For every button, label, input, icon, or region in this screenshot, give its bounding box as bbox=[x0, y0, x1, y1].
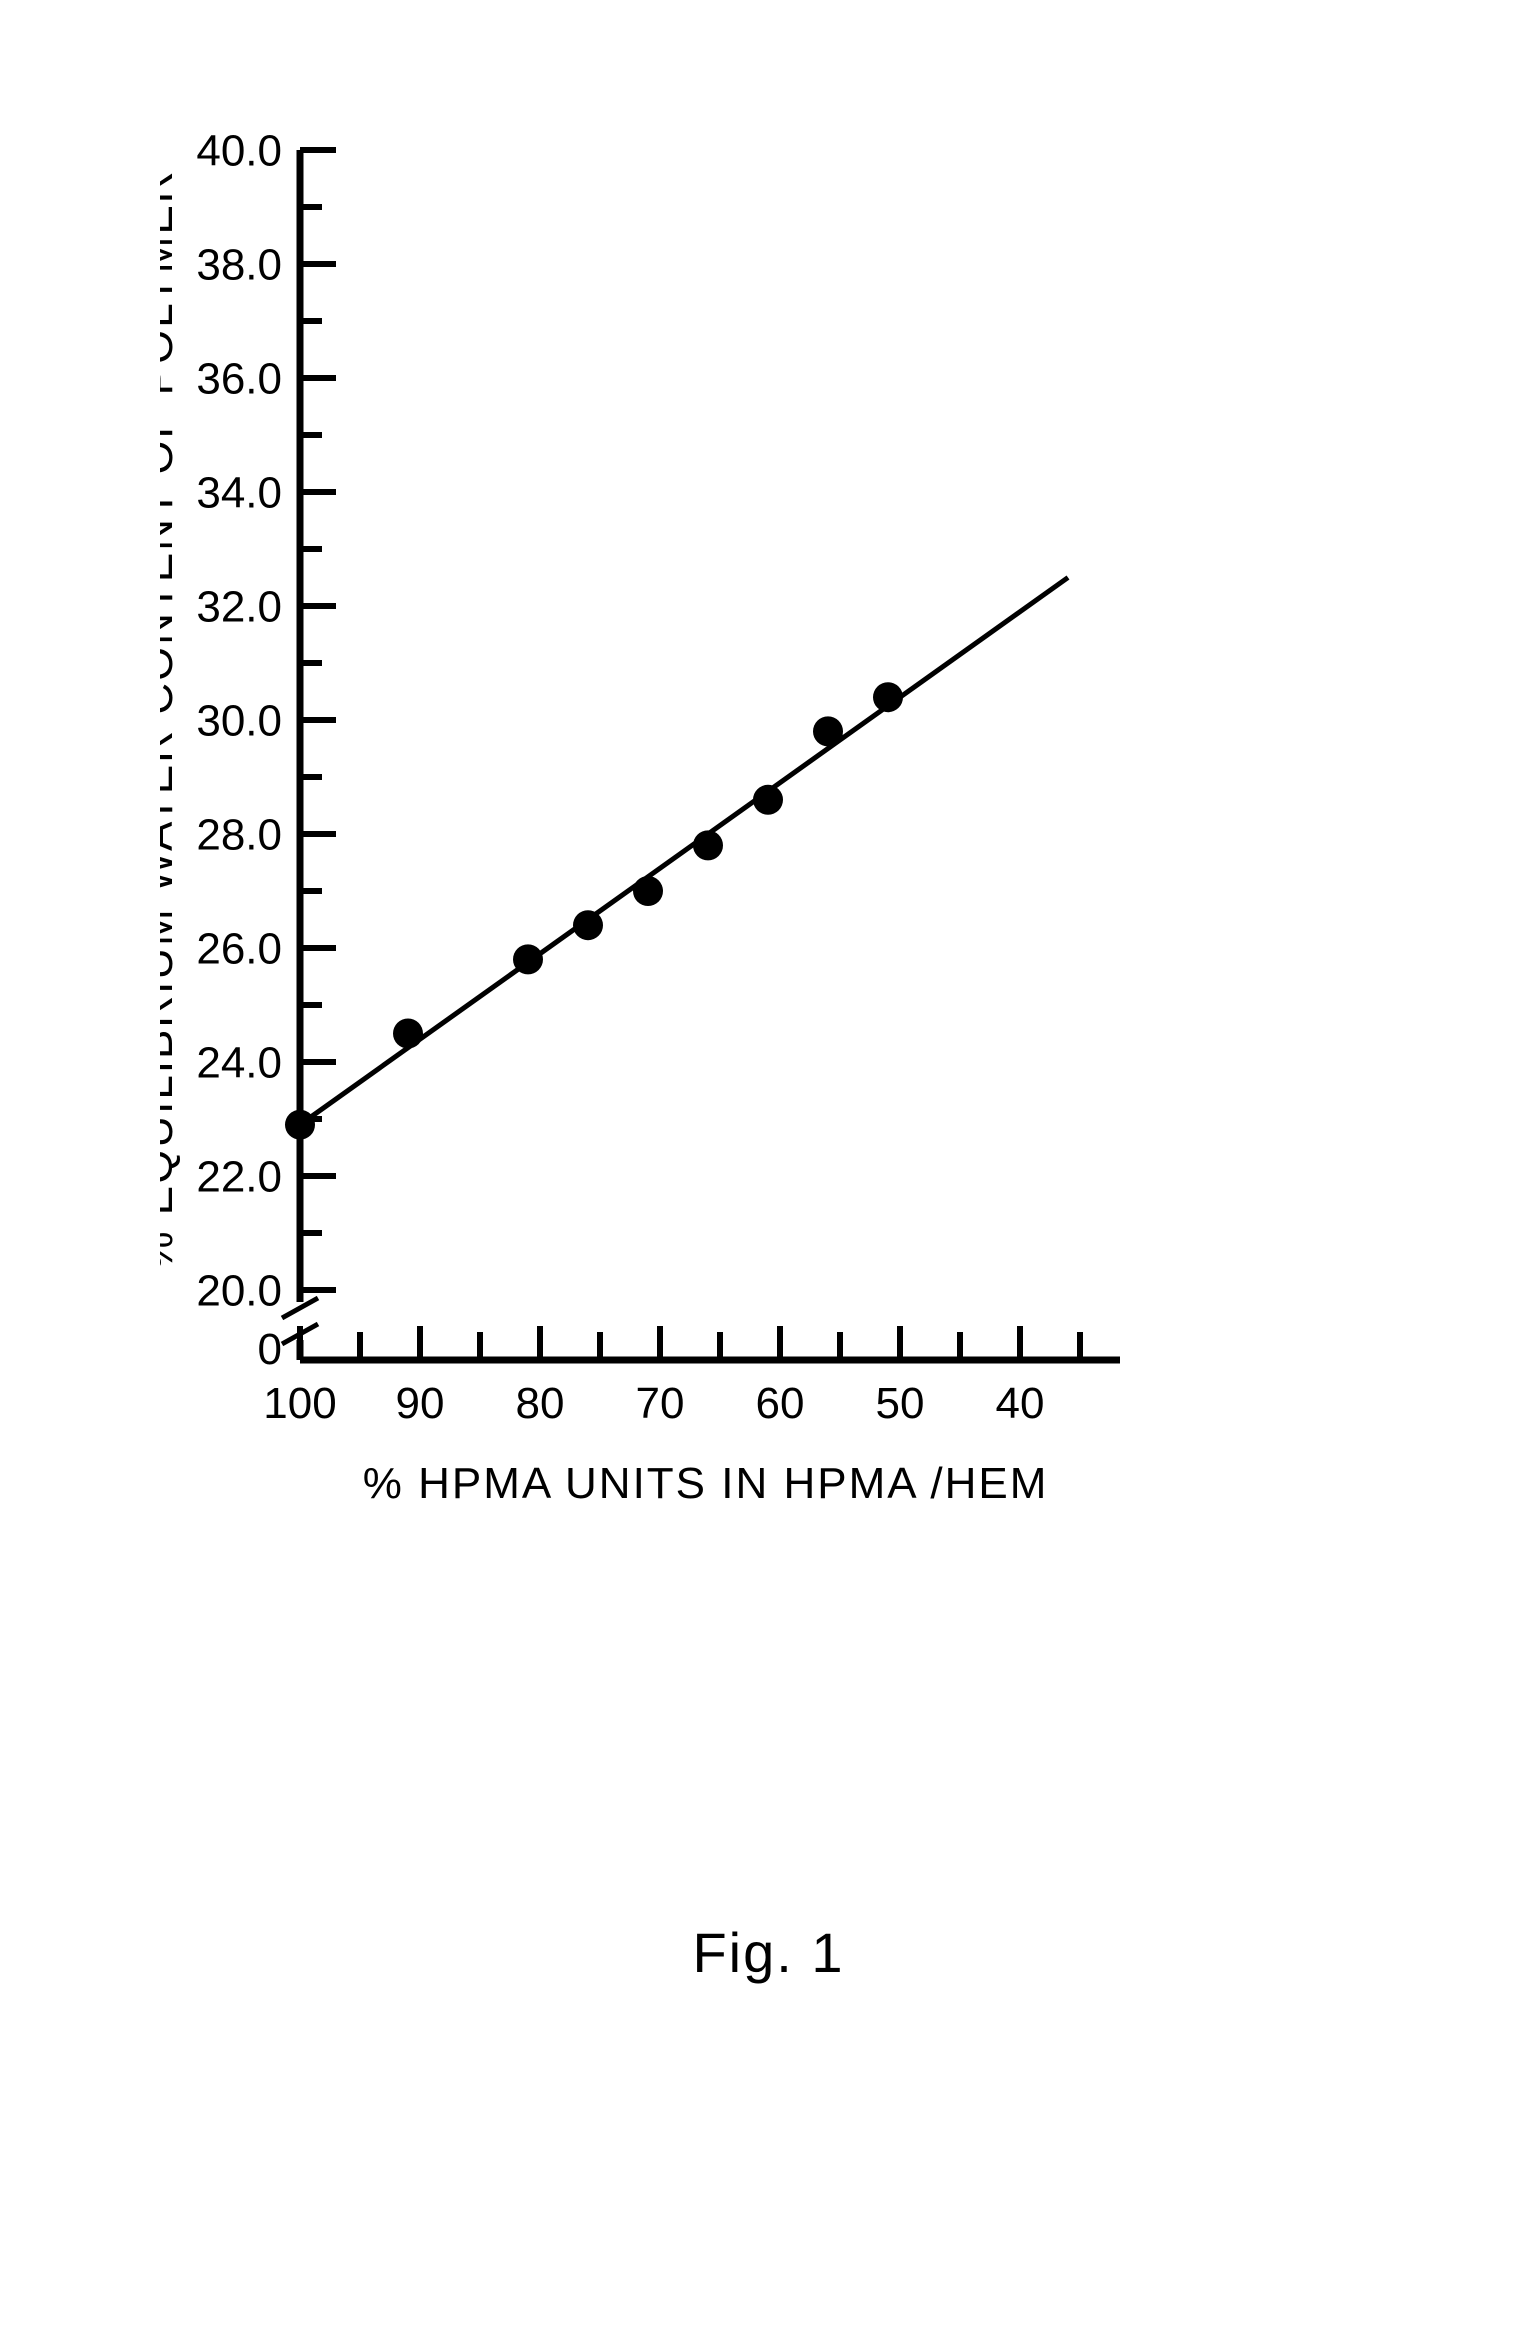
x-tick-label: 80 bbox=[516, 1379, 565, 1428]
y-tick-label: 38.0 bbox=[196, 240, 282, 289]
data-point bbox=[573, 910, 603, 940]
y-tick-label: 28.0 bbox=[196, 810, 282, 859]
x-tick-label: 100 bbox=[263, 1379, 336, 1428]
y-tick-label: 34.0 bbox=[196, 468, 282, 517]
scatter-chart: 20.0 22.0 24.0 26.0 28.0 30.0 32.0 34.0 36.0 38.0… bbox=[160, 130, 1220, 1610]
y-tick-label: 32.0 bbox=[196, 582, 282, 631]
data-point bbox=[513, 944, 543, 974]
page: 20.0 22.0 24.0 26.0 28.0 30.0 32.0 34.0 36.0 38.0… bbox=[0, 0, 1537, 2349]
y-tick-label: 40.0 bbox=[196, 130, 282, 175]
y-tick-label: 26.0 bbox=[196, 924, 282, 973]
data-point bbox=[393, 1019, 423, 1049]
x-axis-label: % HPMA UNITS IN HPMA /HEM bbox=[363, 1459, 1049, 1508]
y-tick-label: 22.0 bbox=[196, 1152, 282, 1201]
x-tick-label: 50 bbox=[876, 1379, 925, 1428]
x-tick-label: 70 bbox=[636, 1379, 685, 1428]
x-tick-label: 40 bbox=[996, 1379, 1045, 1428]
y-zero-label: 0 bbox=[258, 1325, 282, 1374]
data-point bbox=[693, 830, 723, 860]
data-point bbox=[753, 785, 783, 815]
data-point bbox=[285, 1110, 315, 1140]
chart-container: 20.0 22.0 24.0 26.0 28.0 30.0 32.0 34.0 36.0 38.0… bbox=[160, 130, 1220, 1615]
data-point bbox=[813, 716, 843, 746]
x-tick-label: 60 bbox=[756, 1379, 805, 1428]
y-tick-label: 24.0 bbox=[196, 1038, 282, 1087]
y-tick-label: 36.0 bbox=[196, 354, 282, 403]
y-axis-label: % EQUILIBRIUM WATER CONTENT OF POLYMER bbox=[160, 169, 182, 1270]
data-point bbox=[873, 682, 903, 712]
data-point bbox=[633, 876, 663, 906]
x-tick-label: 90 bbox=[396, 1379, 445, 1428]
y-tick-label: 20.0 bbox=[196, 1266, 282, 1315]
figure-caption: Fig. 1 bbox=[0, 1920, 1537, 1985]
y-tick-label: 30.0 bbox=[196, 696, 282, 745]
